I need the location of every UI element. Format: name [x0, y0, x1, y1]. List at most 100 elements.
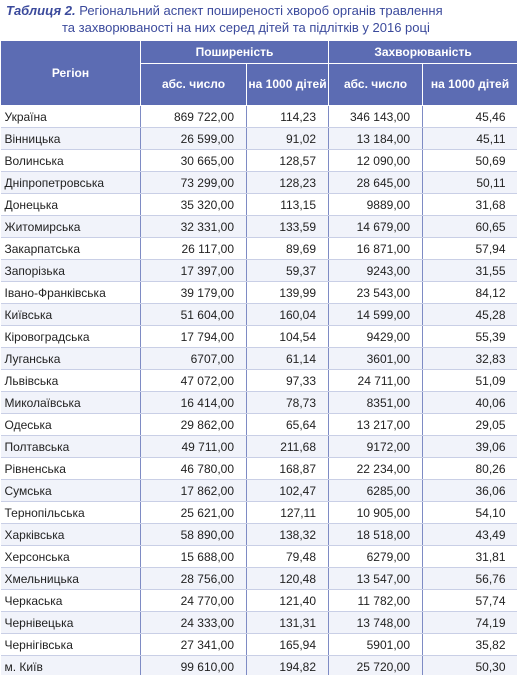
- table-row: м. Київ 99 610,00 194,82 25 720,00 50,30: [0, 655, 517, 675]
- value-cell: 16 871,00: [328, 237, 423, 260]
- value-cell: 84,12: [422, 281, 517, 304]
- value-cell: 25 621,00: [140, 501, 247, 524]
- region-cell: Чернівецька: [0, 611, 141, 634]
- value-cell: 91,02: [245, 127, 329, 150]
- table-row: Одеська 29 862,00 65,64 13 217,00 29,05: [0, 413, 517, 436]
- value-cell: 39,06: [422, 435, 517, 458]
- value-cell: 24 711,00: [328, 369, 423, 392]
- value-cell: 113,15: [245, 193, 329, 216]
- value-cell: 89,69: [245, 237, 329, 260]
- value-cell: 57,94: [422, 237, 517, 260]
- value-cell: 160,04: [245, 303, 329, 326]
- region-cell: Одеська: [0, 413, 141, 436]
- value-cell: 99 610,00: [140, 655, 247, 675]
- region-cell: Запорізька: [0, 259, 141, 282]
- value-cell: 3601,00: [328, 347, 423, 370]
- value-cell: 49 711,00: [140, 435, 247, 458]
- value-cell: 13 547,00: [328, 567, 423, 590]
- value-cell: 45,46: [422, 105, 517, 128]
- region-cell: м. Київ: [0, 655, 141, 675]
- table-row: Житомирська 32 331,00 133,59 14 679,00 60,65: [0, 215, 517, 238]
- region-cell: Черкаська: [0, 589, 141, 612]
- table-row: Чернігівська 27 341,00 165,94 5901,00 35,82: [0, 633, 517, 656]
- value-cell: 14 599,00: [328, 303, 423, 326]
- table-row: Чернівецька 24 333,00 131,31 13 748,00 74,19: [0, 611, 517, 634]
- region-cell: Закарпатська: [0, 237, 141, 260]
- value-cell: 27 341,00: [140, 633, 247, 656]
- value-cell: 11 782,00: [328, 589, 423, 612]
- value-cell: 104,54: [245, 325, 329, 348]
- value-cell: 13 184,00: [328, 127, 423, 150]
- value-cell: 127,11: [245, 501, 329, 524]
- region-cell: Кіровоградська: [0, 325, 141, 348]
- caption-label: Таблиця 2.: [6, 3, 76, 18]
- value-cell: 51 604,00: [140, 303, 247, 326]
- table-row: Вінницька 26 599,00 91,02 13 184,00 45,11: [0, 127, 517, 150]
- value-cell: 31,81: [422, 545, 517, 568]
- value-cell: 30 665,00: [140, 149, 247, 172]
- table-row: Волинська 30 665,00 128,57 12 090,00 50,69: [0, 149, 517, 172]
- value-cell: 32 331,00: [140, 215, 247, 238]
- table-row: Луганська 6707,00 61,14 3601,00 32,83: [0, 347, 517, 370]
- value-cell: 128,57: [245, 149, 329, 172]
- region-cell: Чернігівська: [0, 633, 141, 656]
- value-cell: 73 299,00: [140, 171, 247, 194]
- table-row: Сумська 17 862,00 102,47 6285,00 36,06: [0, 479, 517, 502]
- value-cell: 17 397,00: [140, 259, 247, 282]
- value-cell: 25 720,00: [328, 655, 423, 675]
- value-cell: 74,19: [422, 611, 517, 634]
- value-cell: 6707,00: [140, 347, 247, 370]
- value-cell: 346 143,00: [328, 105, 423, 128]
- caption-text: Регіональний аспект поширеності хвороб о…: [79, 3, 443, 18]
- value-cell: 58 890,00: [140, 523, 247, 546]
- value-cell: 9889,00: [328, 193, 423, 216]
- value-cell: 165,94: [245, 633, 329, 656]
- value-cell: 168,87: [245, 457, 329, 480]
- value-cell: 194,82: [245, 655, 329, 675]
- value-cell: 55,39: [422, 325, 517, 348]
- value-cell: 45,11: [422, 127, 517, 150]
- value-cell: 79,48: [245, 545, 329, 568]
- value-cell: 26 599,00: [140, 127, 247, 150]
- value-cell: 39 179,00: [140, 281, 247, 304]
- value-cell: 17 794,00: [140, 325, 247, 348]
- table-row: Львівська 47 072,00 97,33 24 711,00 51,09: [0, 369, 517, 392]
- subheader: на 1000 дітей: [422, 63, 517, 106]
- region-cell: Сумська: [0, 479, 141, 502]
- value-cell: 35,82: [422, 633, 517, 656]
- value-cell: 13 217,00: [328, 413, 423, 436]
- value-cell: 61,14: [245, 347, 329, 370]
- value-cell: 6279,00: [328, 545, 423, 568]
- value-cell: 97,33: [245, 369, 329, 392]
- value-cell: 60,65: [422, 215, 517, 238]
- value-cell: 6285,00: [328, 479, 423, 502]
- value-cell: 9172,00: [328, 435, 423, 458]
- caption-text: та захворюваності на них серед дітей та …: [62, 20, 430, 35]
- value-cell: 35 320,00: [140, 193, 247, 216]
- value-cell: 43,49: [422, 523, 517, 546]
- value-cell: 120,48: [245, 567, 329, 590]
- value-cell: 869 722,00: [140, 105, 247, 128]
- table-row: Київська 51 604,00 160,04 14 599,00 45,28: [0, 303, 517, 326]
- value-cell: 80,26: [422, 457, 517, 480]
- value-cell: 31,55: [422, 259, 517, 282]
- table-row: Запорізька 17 397,00 59,37 9243,00 31,55: [0, 259, 517, 282]
- value-cell: 24 333,00: [140, 611, 247, 634]
- value-cell: 9243,00: [328, 259, 423, 282]
- subheader: абс. число: [140, 63, 247, 106]
- table-row: Хмельницька 28 756,00 120,48 13 547,00 56,76: [0, 567, 517, 590]
- value-cell: 22 234,00: [328, 457, 423, 480]
- value-cell: 5901,00: [328, 633, 423, 656]
- value-cell: 121,40: [245, 589, 329, 612]
- value-cell: 46 780,00: [140, 457, 247, 480]
- value-cell: 26 117,00: [140, 237, 247, 260]
- region-cell: Донецька: [0, 193, 141, 216]
- table-row: Україна 869 722,00 114,23 346 143,00 45,46: [0, 105, 517, 128]
- value-cell: 15 688,00: [140, 545, 247, 568]
- region-cell: Україна: [0, 105, 141, 128]
- value-cell: 102,47: [245, 479, 329, 502]
- table-row: Херсонська 15 688,00 79,48 6279,00 31,81: [0, 545, 517, 568]
- value-cell: 50,30: [422, 655, 517, 675]
- table-row: Дніпропетровська 73 299,00 128,23 28 645,00…: [0, 171, 517, 194]
